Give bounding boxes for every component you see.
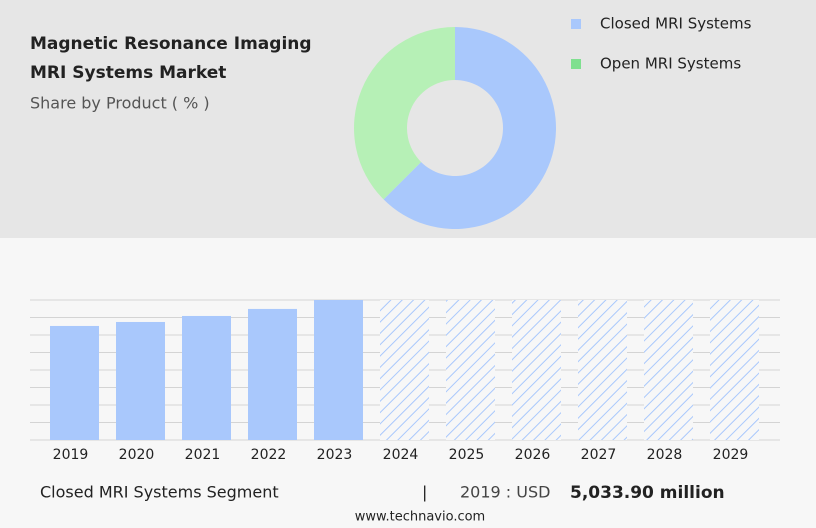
segment-label: Closed MRI Systems Segment bbox=[40, 483, 279, 502]
x-tick-label: 2023 bbox=[317, 447, 353, 463]
bar-chart: 2019 2020 2021 2022 2023 2024 2025 2026 2027 2028… bbox=[30, 299, 780, 463]
x-tick-label: 2019 bbox=[53, 447, 89, 463]
x-tick-label: 2027 bbox=[581, 447, 617, 463]
subtitle: Share by Product ( % ) bbox=[30, 94, 210, 113]
forecast-bar bbox=[446, 300, 495, 440]
title: MRI Systems Market bbox=[30, 63, 226, 83]
forecast-bar bbox=[380, 300, 429, 440]
bar bbox=[314, 300, 363, 440]
separator: | bbox=[422, 483, 427, 502]
x-tick-label: 2029 bbox=[713, 447, 749, 463]
legend-label: Closed MRI Systems bbox=[600, 15, 752, 33]
forecast-bar bbox=[578, 300, 627, 440]
forecast-bar bbox=[644, 300, 693, 440]
donut-slice bbox=[383, 27, 556, 229]
legend-label: Open MRI Systems bbox=[600, 55, 741, 73]
forecast-bar bbox=[512, 300, 561, 440]
bar bbox=[248, 308, 297, 440]
legend-swatch bbox=[571, 19, 581, 29]
forecast-bar bbox=[710, 300, 759, 440]
x-tick-label: 2026 bbox=[515, 447, 551, 463]
x-tick-label: 2020 bbox=[119, 447, 155, 463]
x-tick-label: 2022 bbox=[251, 447, 287, 463]
x-tick-label: 2021 bbox=[185, 447, 221, 463]
x-tick-label: 2025 bbox=[449, 447, 485, 463]
bar bbox=[116, 321, 165, 440]
donut-slice bbox=[353, 27, 455, 200]
bar bbox=[50, 325, 99, 440]
donut-chart: Closed MRI Systems Open MRI Systems bbox=[353, 15, 752, 229]
year-label: 2019 : USD bbox=[460, 483, 550, 502]
legend-swatch bbox=[571, 59, 581, 69]
x-tick-label: 2028 bbox=[647, 447, 683, 463]
title: Magnetic Resonance Imaging bbox=[30, 34, 312, 54]
value-label: 5,033.90 million bbox=[570, 483, 725, 503]
x-tick-label: 2024 bbox=[383, 447, 419, 463]
bar bbox=[182, 315, 231, 440]
source: www.technavio.com bbox=[355, 510, 485, 525]
